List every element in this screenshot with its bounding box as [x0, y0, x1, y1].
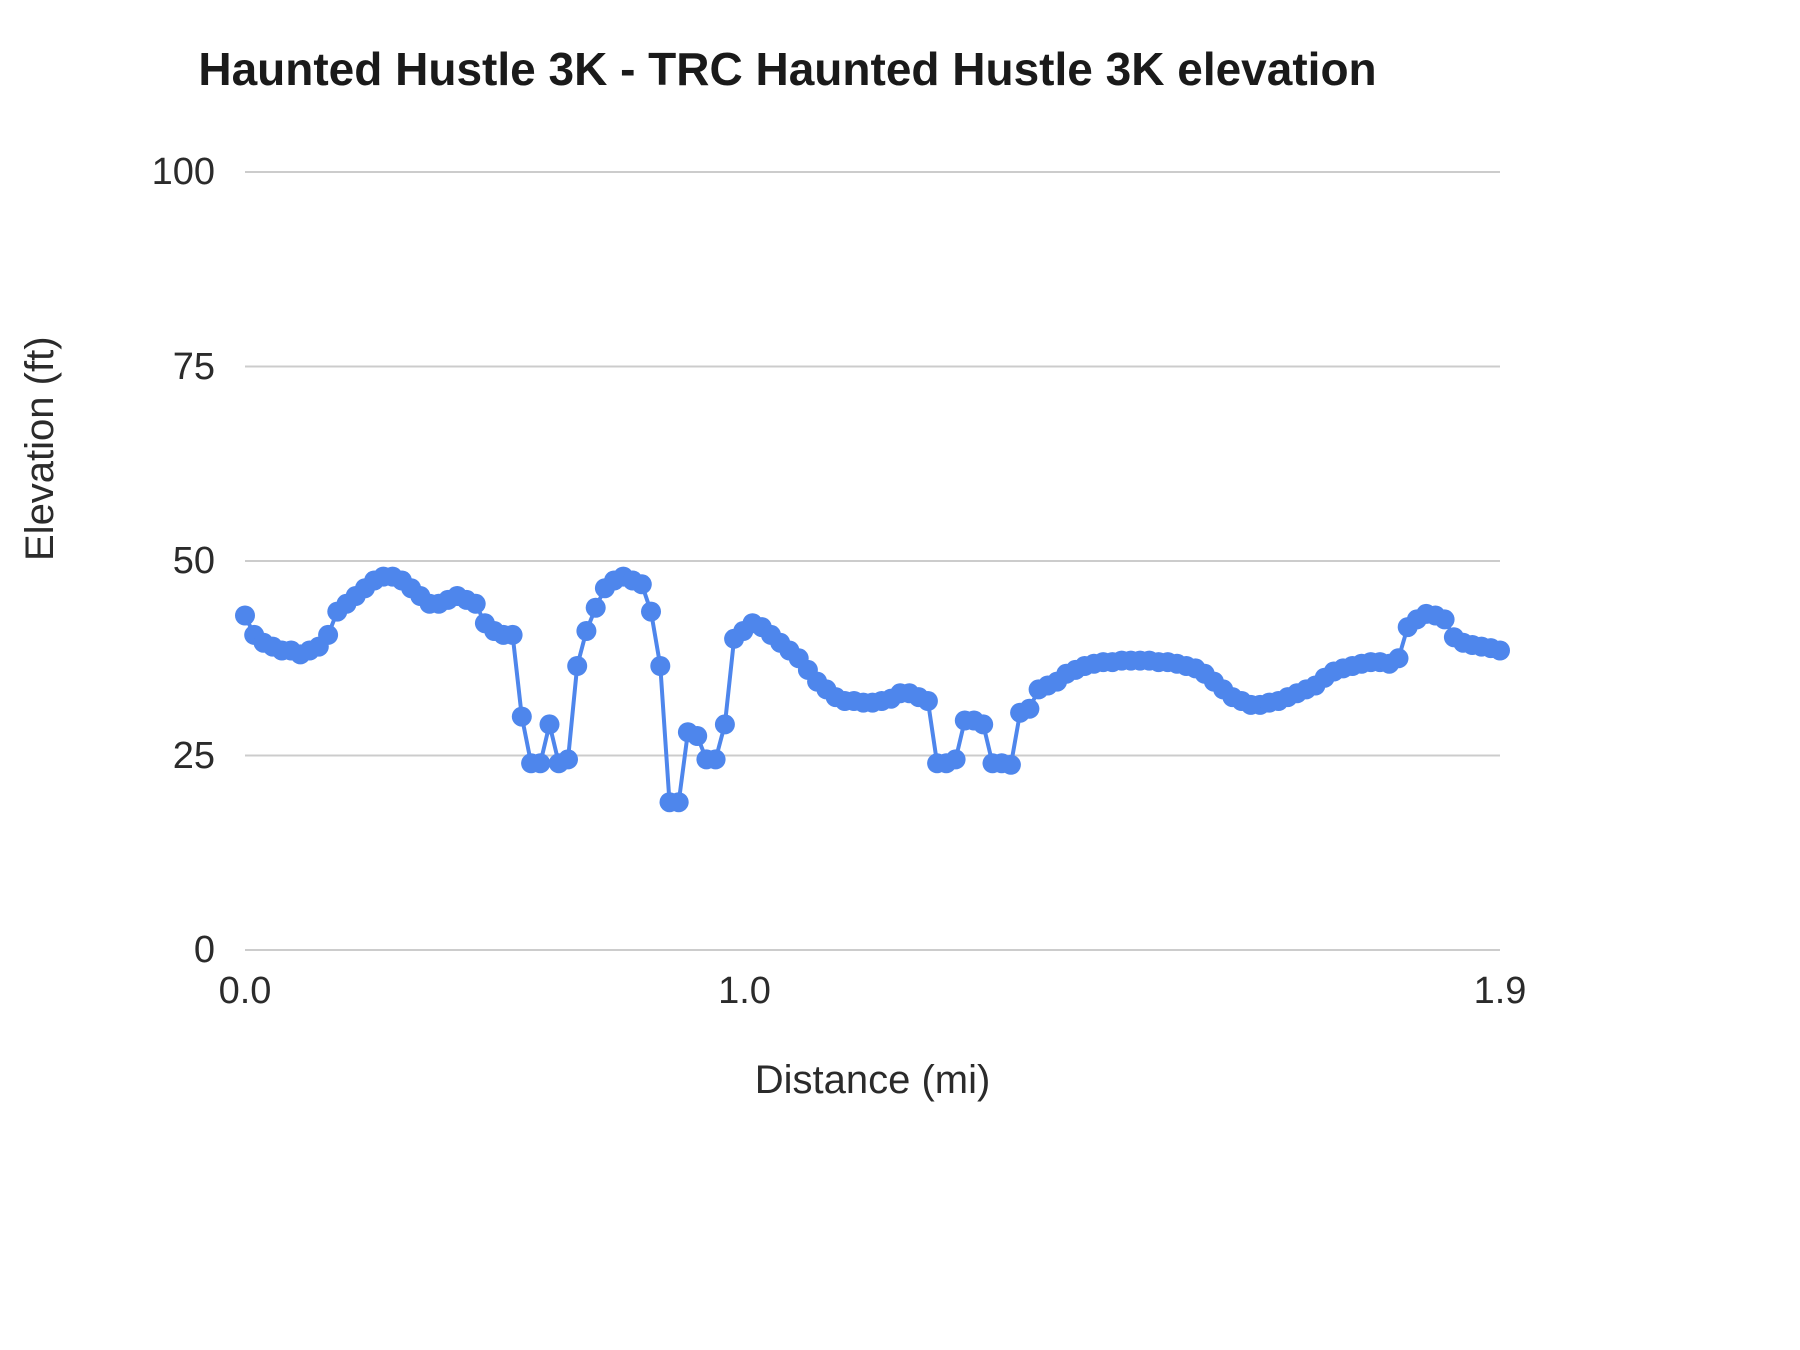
data-point-marker	[585, 597, 606, 618]
y-tick-label: 100	[151, 151, 215, 193]
data-point-marker	[502, 624, 523, 645]
x-tick-label: 1.9	[1473, 970, 1527, 1012]
data-point-marker	[631, 574, 652, 595]
x-tick-label: 1.0	[718, 970, 771, 1012]
x-tick-label: 0.0	[218, 970, 272, 1012]
data-point-marker	[917, 691, 938, 711]
chart-title: Haunted Hustle 3K - TRC Haunted Hustle 3…	[198, 43, 1377, 95]
data-point-marker	[576, 621, 597, 641]
data-point-marker	[945, 749, 966, 770]
y-tick-label: 75	[172, 345, 215, 388]
data-point-marker	[567, 656, 588, 676]
data-point-marker	[235, 605, 255, 626]
data-point-marker	[1388, 648, 1409, 669]
y-tick-label: 50	[172, 540, 215, 582]
data-point-marker	[1000, 754, 1021, 775]
data-point-marker	[465, 593, 486, 614]
data-point-marker	[1434, 609, 1455, 630]
data-point-marker	[530, 753, 551, 774]
data-point-marker	[641, 601, 661, 622]
data-point-marker	[650, 656, 671, 676]
y-tick-label: 0	[193, 929, 215, 971]
data-point-marker	[1019, 698, 1040, 719]
data-point-marker	[668, 792, 689, 813]
data-point-marker	[705, 749, 726, 770]
data-point-marker	[687, 726, 708, 746]
data-point-marker	[714, 714, 735, 735]
data-point-marker	[1490, 640, 1510, 661]
x-axis-title: Distance (mi)	[754, 1058, 991, 1102]
data-point-marker	[318, 624, 339, 645]
y-tick-label: 25	[172, 734, 215, 777]
data-point-marker	[539, 714, 560, 735]
data-point-marker	[511, 706, 532, 727]
data-point-marker	[558, 749, 578, 770]
data-point-marker	[973, 714, 994, 735]
